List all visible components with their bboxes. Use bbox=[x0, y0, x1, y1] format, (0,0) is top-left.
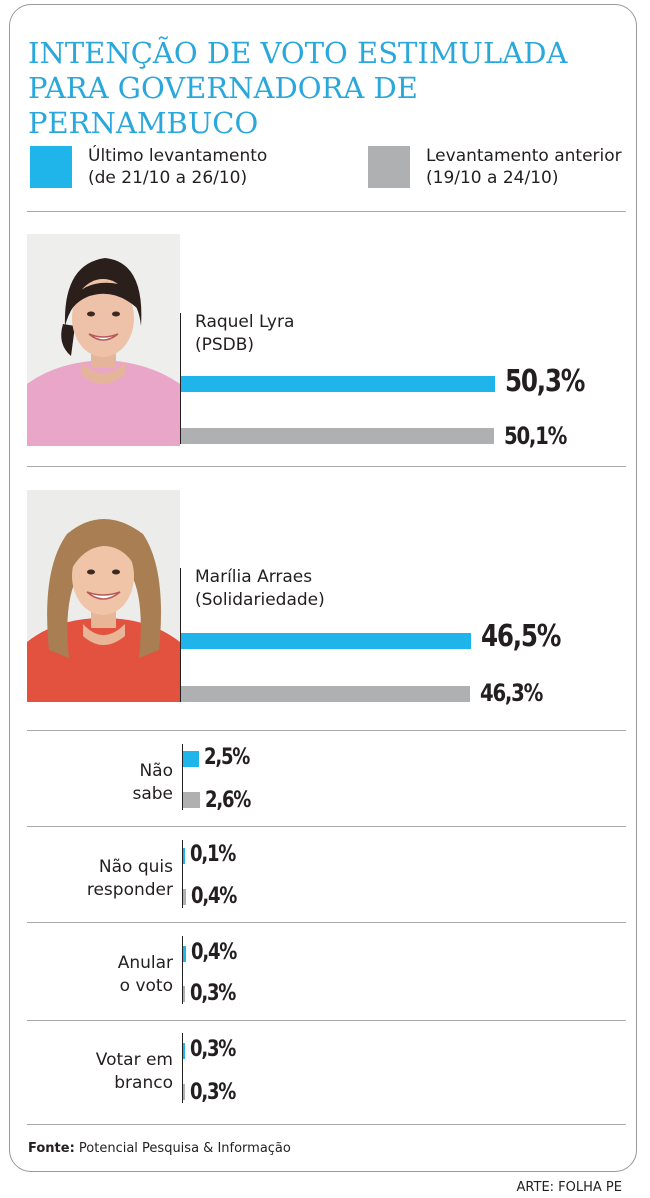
source-text: Potencial Pesquisa & Informação bbox=[74, 1141, 291, 1156]
divider bbox=[27, 1020, 626, 1021]
divider bbox=[27, 466, 626, 467]
bar-current-nao-quis-responder bbox=[183, 848, 185, 864]
category-line2: o voto bbox=[119, 976, 173, 996]
bar-previous-nao-sabe bbox=[183, 792, 200, 808]
photo-raquel-lyra bbox=[27, 234, 180, 446]
bar-previous-votar-em-branco bbox=[183, 1084, 185, 1100]
axis-line bbox=[182, 1033, 183, 1103]
legend-swatch-previous bbox=[368, 146, 410, 188]
value-label-current-marilia: 46,5% bbox=[481, 619, 561, 654]
candidate-label-raquel: Raquel Lyra (PSDB) bbox=[195, 311, 294, 357]
legend-label-previous: Levantamento anterior (19/10 a 24/10) bbox=[426, 145, 622, 189]
category-line2: branco bbox=[114, 1073, 173, 1093]
legend-previous-line1: Levantamento anterior bbox=[426, 146, 622, 166]
category-line1: Não bbox=[139, 761, 173, 781]
category-line1: Anular bbox=[117, 953, 173, 973]
value-label-current-nao-sabe: 2,5% bbox=[204, 745, 250, 770]
category-label-nao-quis-responder: Não quis responder bbox=[33, 856, 173, 902]
value-label-current-raquel: 50,3% bbox=[505, 364, 585, 399]
divider bbox=[27, 826, 626, 827]
bar-previous-nao-quis-responder bbox=[183, 889, 186, 905]
value-label-previous-votar-em-branco: 0,3% bbox=[190, 1080, 236, 1105]
chart-title: INTENÇÃO DE VOTO ESTIMULADA PARA GOVERNA… bbox=[28, 36, 568, 140]
divider bbox=[27, 730, 626, 731]
legend-swatch-current bbox=[30, 146, 72, 188]
source-label: Fonte: bbox=[28, 1141, 75, 1156]
bar-previous-marilia bbox=[181, 686, 471, 702]
category-line1: Não quis bbox=[98, 857, 173, 877]
value-label-previous-marilia: 46,3% bbox=[480, 679, 543, 707]
category-line1: Votar em bbox=[95, 1050, 173, 1070]
bar-current-nao-sabe bbox=[183, 751, 199, 767]
source-note: Fonte: Potencial Pesquisa & Informação bbox=[28, 1141, 291, 1156]
value-label-previous-nao-quis-responder: 0,4% bbox=[190, 884, 237, 909]
bar-current-marilia bbox=[181, 633, 472, 649]
portrait-illustration bbox=[27, 234, 180, 446]
candidate-name: Marília Arraes bbox=[195, 567, 313, 587]
value-label-previous-anular-o-voto: 0,3% bbox=[190, 981, 236, 1006]
category-label-votar-em-branco: Votar em branco bbox=[33, 1049, 173, 1095]
portrait-illustration bbox=[27, 490, 180, 702]
category-line2: responder bbox=[86, 880, 173, 900]
bar-previous-raquel bbox=[181, 428, 494, 444]
category-label-nao-sabe: Não sabe bbox=[33, 760, 173, 806]
value-label-current-nao-quis-responder: 0,1% bbox=[190, 842, 236, 867]
legend-label-current: Último levantamento (de 21/10 a 26/10) bbox=[88, 145, 267, 189]
axis-line bbox=[182, 744, 183, 810]
divider bbox=[27, 922, 626, 923]
photo-marilia-arraes bbox=[27, 490, 180, 702]
legend-previous-line2: (19/10 a 24/10) bbox=[426, 168, 559, 188]
candidate-party: (PSDB) bbox=[195, 335, 255, 355]
value-label-previous-raquel: 50,1% bbox=[503, 422, 567, 450]
value-label-current-votar-em-branco: 0,3% bbox=[190, 1037, 236, 1062]
axis-line bbox=[180, 313, 181, 444]
category-line2: sabe bbox=[132, 784, 173, 804]
bar-current-anular-o-voto bbox=[183, 946, 186, 962]
axis-line bbox=[182, 936, 183, 1004]
bar-current-votar-em-branco bbox=[183, 1043, 185, 1059]
candidate-name: Raquel Lyra bbox=[195, 312, 295, 332]
bar-previous-anular-o-voto bbox=[183, 986, 185, 1002]
category-label-anular-o-voto: Anular o voto bbox=[33, 952, 173, 998]
divider bbox=[27, 211, 626, 212]
candidate-label-marilia: Marília Arraes (Solidariedade) bbox=[195, 566, 325, 612]
art-credit: ARTE: FOLHA PE bbox=[516, 1180, 622, 1195]
value-label-previous-nao-sabe: 2,6% bbox=[204, 788, 251, 813]
axis-line bbox=[182, 840, 183, 908]
legend-current-line2: (de 21/10 a 26/10) bbox=[88, 168, 248, 188]
bar-current-raquel bbox=[181, 376, 495, 392]
axis-line bbox=[180, 568, 181, 702]
candidate-party: (Solidariedade) bbox=[195, 590, 325, 610]
legend-current-line1: Último levantamento bbox=[88, 146, 268, 166]
value-label-current-anular-o-voto: 0,4% bbox=[190, 940, 237, 965]
divider bbox=[27, 1124, 626, 1125]
